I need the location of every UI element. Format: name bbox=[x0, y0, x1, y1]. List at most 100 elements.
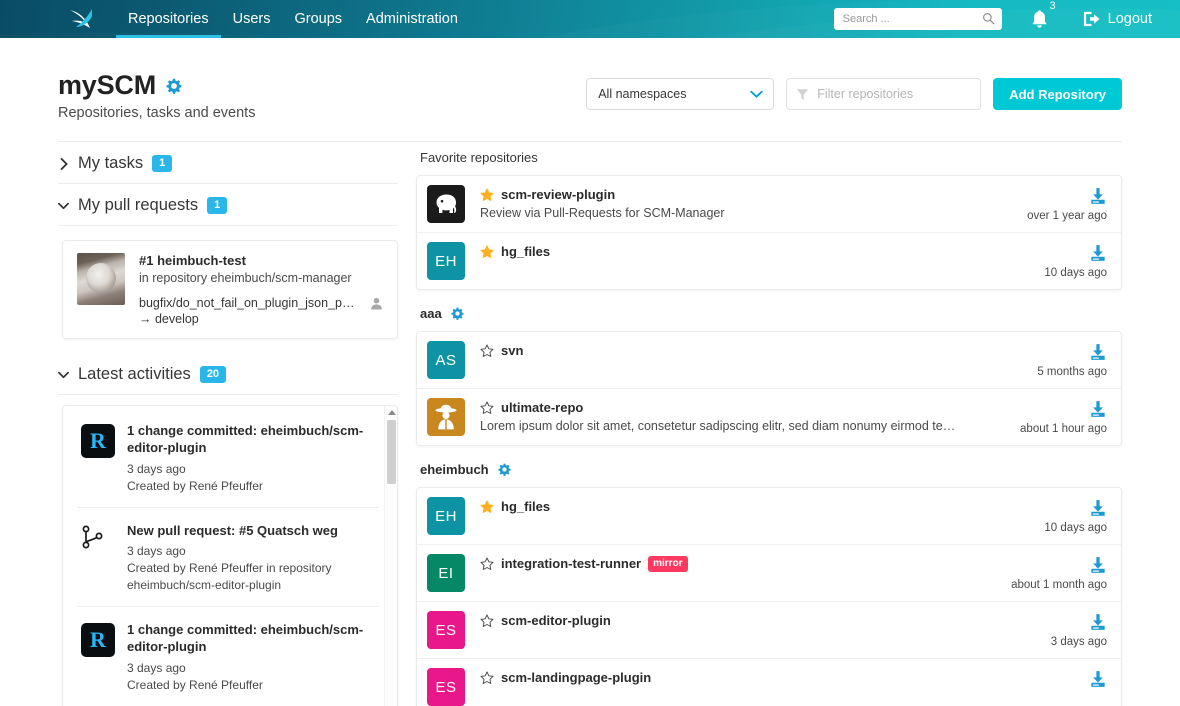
my-tasks-section: My tasks 1 bbox=[58, 142, 398, 184]
star-outline-icon[interactable] bbox=[480, 613, 494, 628]
chevron-right-icon bbox=[58, 157, 69, 170]
star-outline-icon[interactable] bbox=[480, 400, 494, 415]
repository-name[interactable]: scm-review-plugin bbox=[501, 187, 616, 202]
repository-row[interactable]: EH hg_files 10 days ago bbox=[417, 488, 1121, 545]
activities-panel: R 1 change committed: eheimbuch/scm-edit… bbox=[62, 405, 398, 706]
clone-download-button[interactable] bbox=[1089, 343, 1107, 361]
search-box[interactable] bbox=[833, 8, 1002, 30]
nav-item-administration[interactable]: Administration bbox=[366, 11, 458, 27]
nav-item-repositories[interactable]: Repositories bbox=[116, 0, 221, 38]
download-icon[interactable] bbox=[1089, 499, 1107, 517]
page-subtitle: Repositories, tasks and events bbox=[58, 105, 256, 121]
clone-download-button[interactable] bbox=[1089, 556, 1107, 574]
gear-icon[interactable] bbox=[498, 463, 511, 476]
activity-title: New pull request: #5 Quatsch weg bbox=[127, 523, 338, 538]
search-input[interactable] bbox=[833, 8, 1002, 30]
repository-name[interactable]: scm-landingpage-plugin bbox=[501, 670, 652, 685]
activity-item[interactable]: R 1 change committed: eheimbuch/scm-edit… bbox=[77, 406, 379, 508]
favorite-star-button[interactable] bbox=[480, 670, 494, 685]
star-filled-icon[interactable] bbox=[480, 244, 494, 259]
repository-group-name: aaa bbox=[420, 306, 442, 321]
mercurial-elephant-avatar bbox=[427, 185, 465, 223]
clone-download-button[interactable] bbox=[1089, 613, 1107, 631]
download-icon[interactable] bbox=[1089, 343, 1107, 361]
favorite-star-button[interactable] bbox=[480, 187, 494, 202]
favorite-star-button[interactable] bbox=[480, 557, 494, 571]
hero-left: mySCM Repositories, tasks and events bbox=[58, 70, 255, 121]
repository-right bbox=[989, 668, 1107, 706]
gear-icon bbox=[166, 78, 182, 94]
activity-title: 1 change committed: eheimbuch/scm-editor… bbox=[127, 423, 364, 456]
nav-item-groups[interactable]: Groups bbox=[294, 11, 343, 27]
scrollbar-thumb[interactable] bbox=[387, 420, 396, 484]
download-icon[interactable] bbox=[1089, 187, 1107, 205]
clone-download-button[interactable] bbox=[1089, 400, 1107, 418]
repository-name[interactable]: integration-test-runner bbox=[501, 556, 642, 572]
settings-gear-icon[interactable] bbox=[166, 78, 182, 94]
repository-main: svn bbox=[465, 341, 989, 379]
download-icon[interactable] bbox=[1089, 670, 1107, 688]
repository-name[interactable]: hg_files bbox=[501, 244, 551, 259]
activity-item[interactable]: New pull request: #5 Quatsch weg 3 days … bbox=[77, 508, 379, 607]
repository-row[interactable]: EH hg_files 10 days ago bbox=[417, 233, 1121, 289]
page-title: mySCM bbox=[58, 70, 255, 101]
my-tasks-header[interactable]: My tasks 1 bbox=[58, 142, 398, 183]
user-icon bbox=[370, 297, 383, 315]
notifications-button[interactable]: 3 bbox=[1030, 1, 1056, 29]
download-icon[interactable] bbox=[1089, 400, 1107, 418]
namespace-settings-button[interactable] bbox=[451, 307, 464, 320]
add-repository-button[interactable]: Add Repository bbox=[993, 78, 1122, 110]
pull-request-card[interactable]: #1 heimbuch-test in repository eheimbuch… bbox=[62, 240, 398, 339]
activities-scrollbar[interactable] bbox=[384, 406, 397, 706]
repository-row[interactable]: ultimate-repo Lorem ipsum dolor sit amet… bbox=[417, 389, 1121, 445]
favorite-star-button[interactable] bbox=[480, 613, 494, 628]
repository-row[interactable]: scm-review-plugin Review via Pull-Reques… bbox=[417, 176, 1121, 233]
repository-row[interactable]: EI integration-test-runner mirror about … bbox=[417, 545, 1121, 602]
my-pull-requests-header[interactable]: My pull requests 1 bbox=[58, 184, 398, 225]
repository-avatar: ES bbox=[427, 611, 465, 649]
favorite-star-button[interactable] bbox=[480, 244, 494, 259]
repository-row[interactable]: ES scm-editor-plugin 3 days ago bbox=[417, 602, 1121, 659]
activity-item[interactable]: R 1 change committed: eheimbuch/scm-edit… bbox=[77, 607, 379, 706]
clone-download-button[interactable] bbox=[1089, 187, 1107, 205]
download-icon[interactable] bbox=[1089, 556, 1107, 574]
star-outline-icon[interactable] bbox=[480, 557, 494, 571]
star-filled-icon[interactable] bbox=[480, 499, 494, 514]
clone-download-button[interactable] bbox=[1089, 499, 1107, 517]
my-pull-requests-section: My pull requests 1 bbox=[58, 184, 398, 226]
favorite-star-button[interactable] bbox=[480, 499, 494, 514]
top-navbar: Repositories Users Groups Administration… bbox=[0, 0, 1180, 38]
star-outline-icon[interactable] bbox=[480, 670, 494, 685]
nav-item-users[interactable]: Users bbox=[232, 11, 271, 27]
favorite-star-button[interactable] bbox=[480, 400, 494, 415]
scroll-up-arrow-icon[interactable] bbox=[388, 410, 396, 415]
repository-name[interactable]: hg_files bbox=[501, 499, 551, 514]
clone-download-button[interactable] bbox=[1089, 244, 1107, 262]
star-outline-icon[interactable] bbox=[480, 343, 494, 358]
download-icon[interactable] bbox=[1089, 244, 1107, 262]
scm-manager-logo[interactable] bbox=[58, 7, 104, 31]
clone-download-button[interactable] bbox=[1089, 670, 1107, 688]
pull-request-body: #1 heimbuch-test in repository eheimbuch… bbox=[139, 253, 383, 326]
sidebar-column: My tasks 1 My pull requests 1 #1 heimbuc… bbox=[58, 142, 398, 706]
favorite-star-button[interactable] bbox=[480, 343, 494, 358]
latest-activities-header[interactable]: Latest activities 20 bbox=[58, 353, 398, 394]
namespace-settings-button[interactable] bbox=[498, 463, 511, 476]
repository-name[interactable]: ultimate-repo bbox=[501, 400, 584, 415]
filter-repositories-box[interactable] bbox=[786, 78, 982, 110]
repository-name-line: scm-editor-plugin bbox=[480, 613, 989, 628]
repository-row[interactable]: AS svn 5 months ago bbox=[417, 332, 1121, 389]
repository-row[interactable]: ES scm-landingpage-plugin bbox=[417, 659, 1121, 706]
my-tasks-count: 1 bbox=[152, 154, 173, 173]
download-icon[interactable] bbox=[1089, 613, 1107, 631]
repository-group-header: eheimbuch bbox=[416, 454, 1122, 487]
star-filled-icon[interactable] bbox=[480, 187, 494, 202]
filter-repositories-input[interactable] bbox=[817, 87, 971, 101]
repository-name[interactable]: scm-editor-plugin bbox=[501, 613, 611, 628]
namespace-select[interactable]: All namespaces bbox=[586, 78, 775, 110]
logout-button[interactable]: Logout bbox=[1082, 10, 1152, 28]
gear-icon[interactable] bbox=[451, 307, 464, 320]
repository-name[interactable]: svn bbox=[501, 343, 524, 358]
activity-meta: Created by René Pfeuffer bbox=[127, 677, 263, 692]
activities-list[interactable]: R 1 change committed: eheimbuch/scm-edit… bbox=[63, 406, 397, 706]
